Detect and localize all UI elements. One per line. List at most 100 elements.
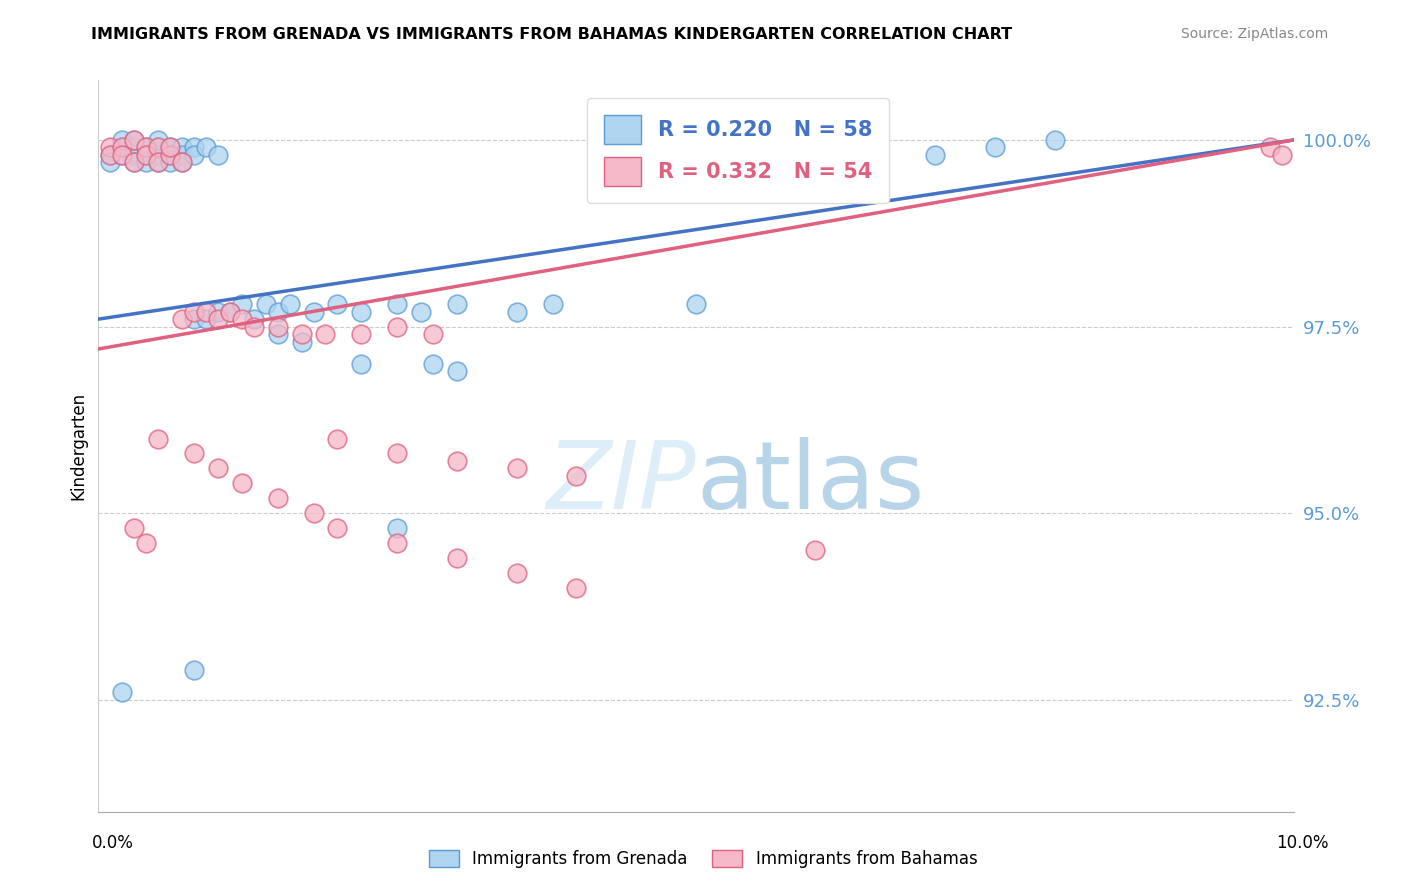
Point (111, 133, 134, 147)
Point (326, 432, 349, 446)
Point (267, 319, 290, 334)
Point (422, 326, 444, 341)
Point (111, 148, 134, 162)
Point (446, 297, 468, 311)
Point (685, 297, 707, 311)
Text: Source: ZipAtlas.com: Source: ZipAtlas.com (1181, 27, 1329, 41)
Point (302, 304, 325, 318)
Point (159, 140, 181, 154)
Point (148, 140, 170, 154)
Point (183, 304, 205, 318)
Point (350, 326, 373, 341)
Text: atlas: atlas (696, 436, 924, 529)
Point (124, 521, 146, 535)
Point (172, 140, 194, 154)
Point (172, 155, 194, 169)
Point (195, 312, 218, 326)
Point (350, 304, 373, 318)
Point (326, 297, 349, 311)
Point (422, 357, 444, 371)
Point (984, 140, 1007, 154)
Point (183, 148, 205, 162)
Point (1043, 133, 1066, 147)
Point (124, 133, 146, 147)
Point (207, 304, 229, 318)
Point (159, 155, 181, 169)
Point (124, 133, 146, 147)
Point (135, 140, 157, 154)
Text: 10.0%: 10.0% (1277, 834, 1329, 852)
Point (541, 297, 564, 311)
Point (231, 476, 253, 491)
Text: 0.0%: 0.0% (91, 834, 134, 852)
Point (267, 491, 290, 506)
Point (385, 446, 409, 460)
Point (565, 581, 588, 595)
Point (124, 155, 146, 169)
Point (589, 140, 612, 154)
Point (135, 140, 157, 154)
Point (159, 148, 181, 162)
Point (148, 140, 170, 154)
Point (135, 155, 157, 169)
Point (506, 304, 529, 318)
Point (219, 304, 242, 318)
Point (385, 536, 409, 550)
Point (98, 148, 122, 162)
Point (302, 506, 325, 520)
Point (267, 326, 290, 341)
Point (111, 685, 134, 699)
Point (865, 140, 887, 154)
Point (148, 155, 170, 169)
Point (183, 312, 205, 326)
Point (243, 312, 266, 326)
Point (385, 319, 409, 334)
Point (98, 140, 122, 154)
Text: IMMIGRANTS FROM GRENADA VS IMMIGRANTS FROM BAHAMAS KINDERGARTEN CORRELATION CHAR: IMMIGRANTS FROM GRENADA VS IMMIGRANTS FR… (91, 27, 1012, 42)
Point (148, 155, 170, 169)
Point (124, 140, 146, 154)
Point (98, 155, 122, 169)
Point (804, 140, 827, 154)
Point (446, 551, 468, 566)
Point (506, 566, 529, 580)
Point (195, 304, 218, 318)
Point (135, 148, 157, 162)
Point (124, 148, 146, 162)
Point (446, 454, 468, 468)
Point (207, 312, 229, 326)
Point (148, 432, 170, 446)
Point (411, 304, 433, 318)
Legend: R = 0.220   N = 58, R = 0.332   N = 54: R = 0.220 N = 58, R = 0.332 N = 54 (586, 98, 889, 202)
Point (219, 304, 242, 318)
Point (267, 304, 290, 318)
Point (385, 521, 409, 535)
Point (565, 468, 588, 483)
Point (172, 312, 194, 326)
Point (207, 461, 229, 475)
Point (446, 364, 468, 378)
Point (207, 148, 229, 162)
Legend: Immigrants from Grenada, Immigrants from Bahamas: Immigrants from Grenada, Immigrants from… (422, 843, 984, 875)
Point (148, 148, 170, 162)
Point (1258, 140, 1281, 154)
Point (183, 663, 205, 677)
Point (148, 133, 170, 147)
Point (385, 297, 409, 311)
Point (183, 140, 205, 154)
Point (111, 148, 134, 162)
Point (315, 326, 337, 341)
Point (243, 319, 266, 334)
Point (124, 155, 146, 169)
Point (183, 446, 205, 460)
Point (254, 297, 277, 311)
Point (159, 148, 181, 162)
Point (98, 148, 122, 162)
Point (924, 148, 946, 162)
Point (111, 140, 134, 154)
Y-axis label: Kindergarten: Kindergarten (69, 392, 87, 500)
Point (231, 297, 253, 311)
Point (231, 312, 253, 326)
Point (291, 334, 314, 349)
Point (350, 357, 373, 371)
